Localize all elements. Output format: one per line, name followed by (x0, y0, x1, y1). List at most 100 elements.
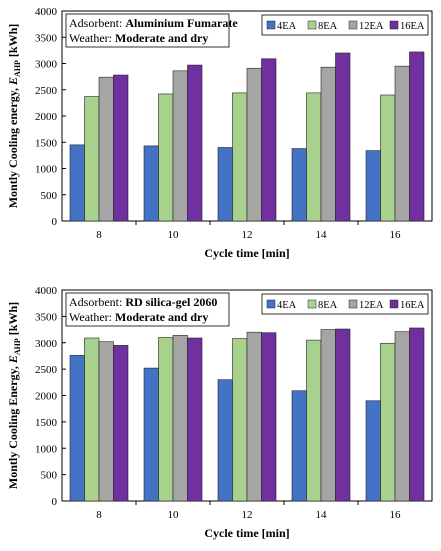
y-tick-label: 3500 (35, 32, 58, 44)
legend-label-4EA: 4EA (277, 21, 297, 32)
bar-16EA-16 (409, 51, 425, 222)
bar-8EA-14 (306, 339, 322, 502)
bar-16EA-16 (409, 327, 425, 502)
x-axis-title: Cycle time [min] (204, 526, 289, 540)
bar-4EA-16 (365, 400, 381, 502)
x-tick-label: 16 (390, 509, 402, 521)
bar-8EA-16 (380, 342, 396, 502)
legend-frame (261, 14, 429, 36)
bar-4EA-12 (217, 147, 233, 222)
bar-16EA-10 (187, 337, 203, 502)
legend: 4EA 8EA 12EA 16EA (261, 14, 429, 36)
bar-4EA-14 (291, 390, 307, 502)
y-tick-label: 3500 (35, 311, 58, 323)
annotation-weather-value: Moderate and dry (115, 31, 208, 45)
y-axis-title-subscript: AHP (13, 338, 22, 355)
annotation-adsorbent: Adsorbent: Aluminium Fumarate (69, 16, 238, 30)
x-tick-label: 12 (242, 509, 253, 521)
bar-16EA-8 (113, 345, 129, 502)
annotation-adsorbent-label: Adsorbent: (69, 295, 125, 309)
legend-label-8EA: 8EA (318, 21, 338, 32)
bar-12EA-14 (320, 329, 336, 502)
bar-8EA-10 (158, 337, 174, 502)
bar-12EA-12 (246, 331, 262, 502)
bar-12EA-16 (394, 331, 410, 502)
x-tick-label: 12 (242, 229, 253, 241)
legend-swatch-12EA (348, 20, 358, 30)
y-tick-label: 3000 (35, 59, 58, 71)
bar-8EA-8 (84, 96, 100, 222)
legend-label-4EA: 4EA (277, 300, 297, 311)
bar-8EA-12 (232, 92, 248, 222)
legend-swatch-16EA (389, 299, 399, 309)
annotation-weather: Weather: Moderate and dry (69, 310, 208, 324)
y-axis-title: Montly Cooling Energy, EAHP [kWh] (6, 302, 22, 489)
annotation-frame (65, 13, 230, 48)
bar-16EA-8 (113, 74, 129, 222)
y-tick-label: 0 (52, 496, 58, 508)
x-tick-label: 14 (316, 509, 328, 521)
legend-label-16EA: 16EA (400, 300, 425, 311)
y-tick-label: 4000 (35, 6, 58, 18)
bar-12EA-14 (320, 66, 336, 222)
bar-4EA-16 (365, 150, 381, 222)
x-tick-label: 8 (96, 509, 102, 521)
y-tick-label: 500 (41, 470, 58, 482)
y-tick-label: 500 (41, 190, 58, 202)
annotation-weather: Weather: Moderate and dry (69, 31, 208, 45)
annotation-adsorbent-value: Aluminium Fumarate (125, 16, 238, 30)
bar-12EA-16 (394, 65, 410, 222)
y-axis-title: Montly Cooling energy, EAHP [kWh] (6, 24, 22, 209)
bar-12EA-8 (98, 341, 114, 502)
bar-8EA-14 (306, 92, 322, 222)
annotation-adsorbent-value: RD silica-gel 2060 (125, 295, 217, 309)
legend-swatch-4EA (266, 20, 276, 30)
y-axis-title-subscript: AHP (13, 60, 22, 77)
legend-swatch-16EA (389, 20, 399, 30)
y-tick-label: 1000 (35, 164, 58, 176)
bottom-chart: 0 500 1000 1500 2000 2500 3000 3500 4000 8 10 12 14 1… (6, 285, 433, 540)
legend-swatch-8EA (307, 20, 317, 30)
bar-16EA-12 (261, 58, 277, 222)
y-tick-label: 1000 (35, 443, 58, 455)
y-tick-label: 2000 (35, 391, 58, 403)
y-axis-title-symbol: E (6, 355, 20, 364)
annotation-adsorbent: Adsorbent: RD silica-gel 2060 (69, 295, 217, 309)
annotation-weather-value: Moderate and dry (115, 310, 208, 324)
annotation-adsorbent-label: Adsorbent: (69, 16, 125, 30)
annotation-frame (65, 292, 230, 327)
y-axis-title-main: Montly Cooling energy, (6, 85, 20, 208)
legend-label-8EA: 8EA (318, 300, 338, 311)
y-tick-label: 2500 (35, 85, 58, 97)
bar-4EA-14 (291, 148, 307, 222)
y-tick-label: 0 (52, 216, 58, 228)
y-tick-label: 4000 (35, 285, 58, 297)
bar-16EA-14 (335, 328, 351, 502)
bar-4EA-12 (217, 379, 233, 502)
bar-16EA-12 (261, 332, 277, 502)
bar-8EA-8 (84, 337, 100, 502)
top-chart: 0 500 1000 1500 2000 2500 3000 3500 4000 8 10 12 14 1… (6, 6, 433, 260)
legend: 4EA 8EA 12EA 16EA (261, 293, 429, 315)
legend-label-12EA: 12EA (359, 300, 384, 311)
annotation-weather-label: Weather: (69, 31, 115, 45)
bar-4EA-8 (69, 355, 85, 502)
bar-8EA-12 (232, 338, 248, 502)
legend-label-12EA: 12EA (359, 21, 384, 32)
legend-swatch-12EA (348, 299, 358, 309)
bar-16EA-10 (187, 64, 203, 222)
annotation-weather-label: Weather: (69, 310, 115, 324)
y-axis-title-unit: [kWh] (6, 24, 20, 60)
bar-12EA-8 (98, 76, 114, 222)
bar-12EA-10 (172, 70, 188, 222)
bar-4EA-10 (143, 367, 159, 502)
x-tick-label: 10 (168, 229, 180, 241)
y-axis-title-main: Montly Cooling Energy, (6, 363, 20, 489)
x-axis-title: Cycle time [min] (204, 246, 289, 260)
legend-label-16EA: 16EA (400, 21, 425, 32)
y-tick-label: 3000 (35, 338, 58, 350)
legend-frame (261, 293, 429, 315)
